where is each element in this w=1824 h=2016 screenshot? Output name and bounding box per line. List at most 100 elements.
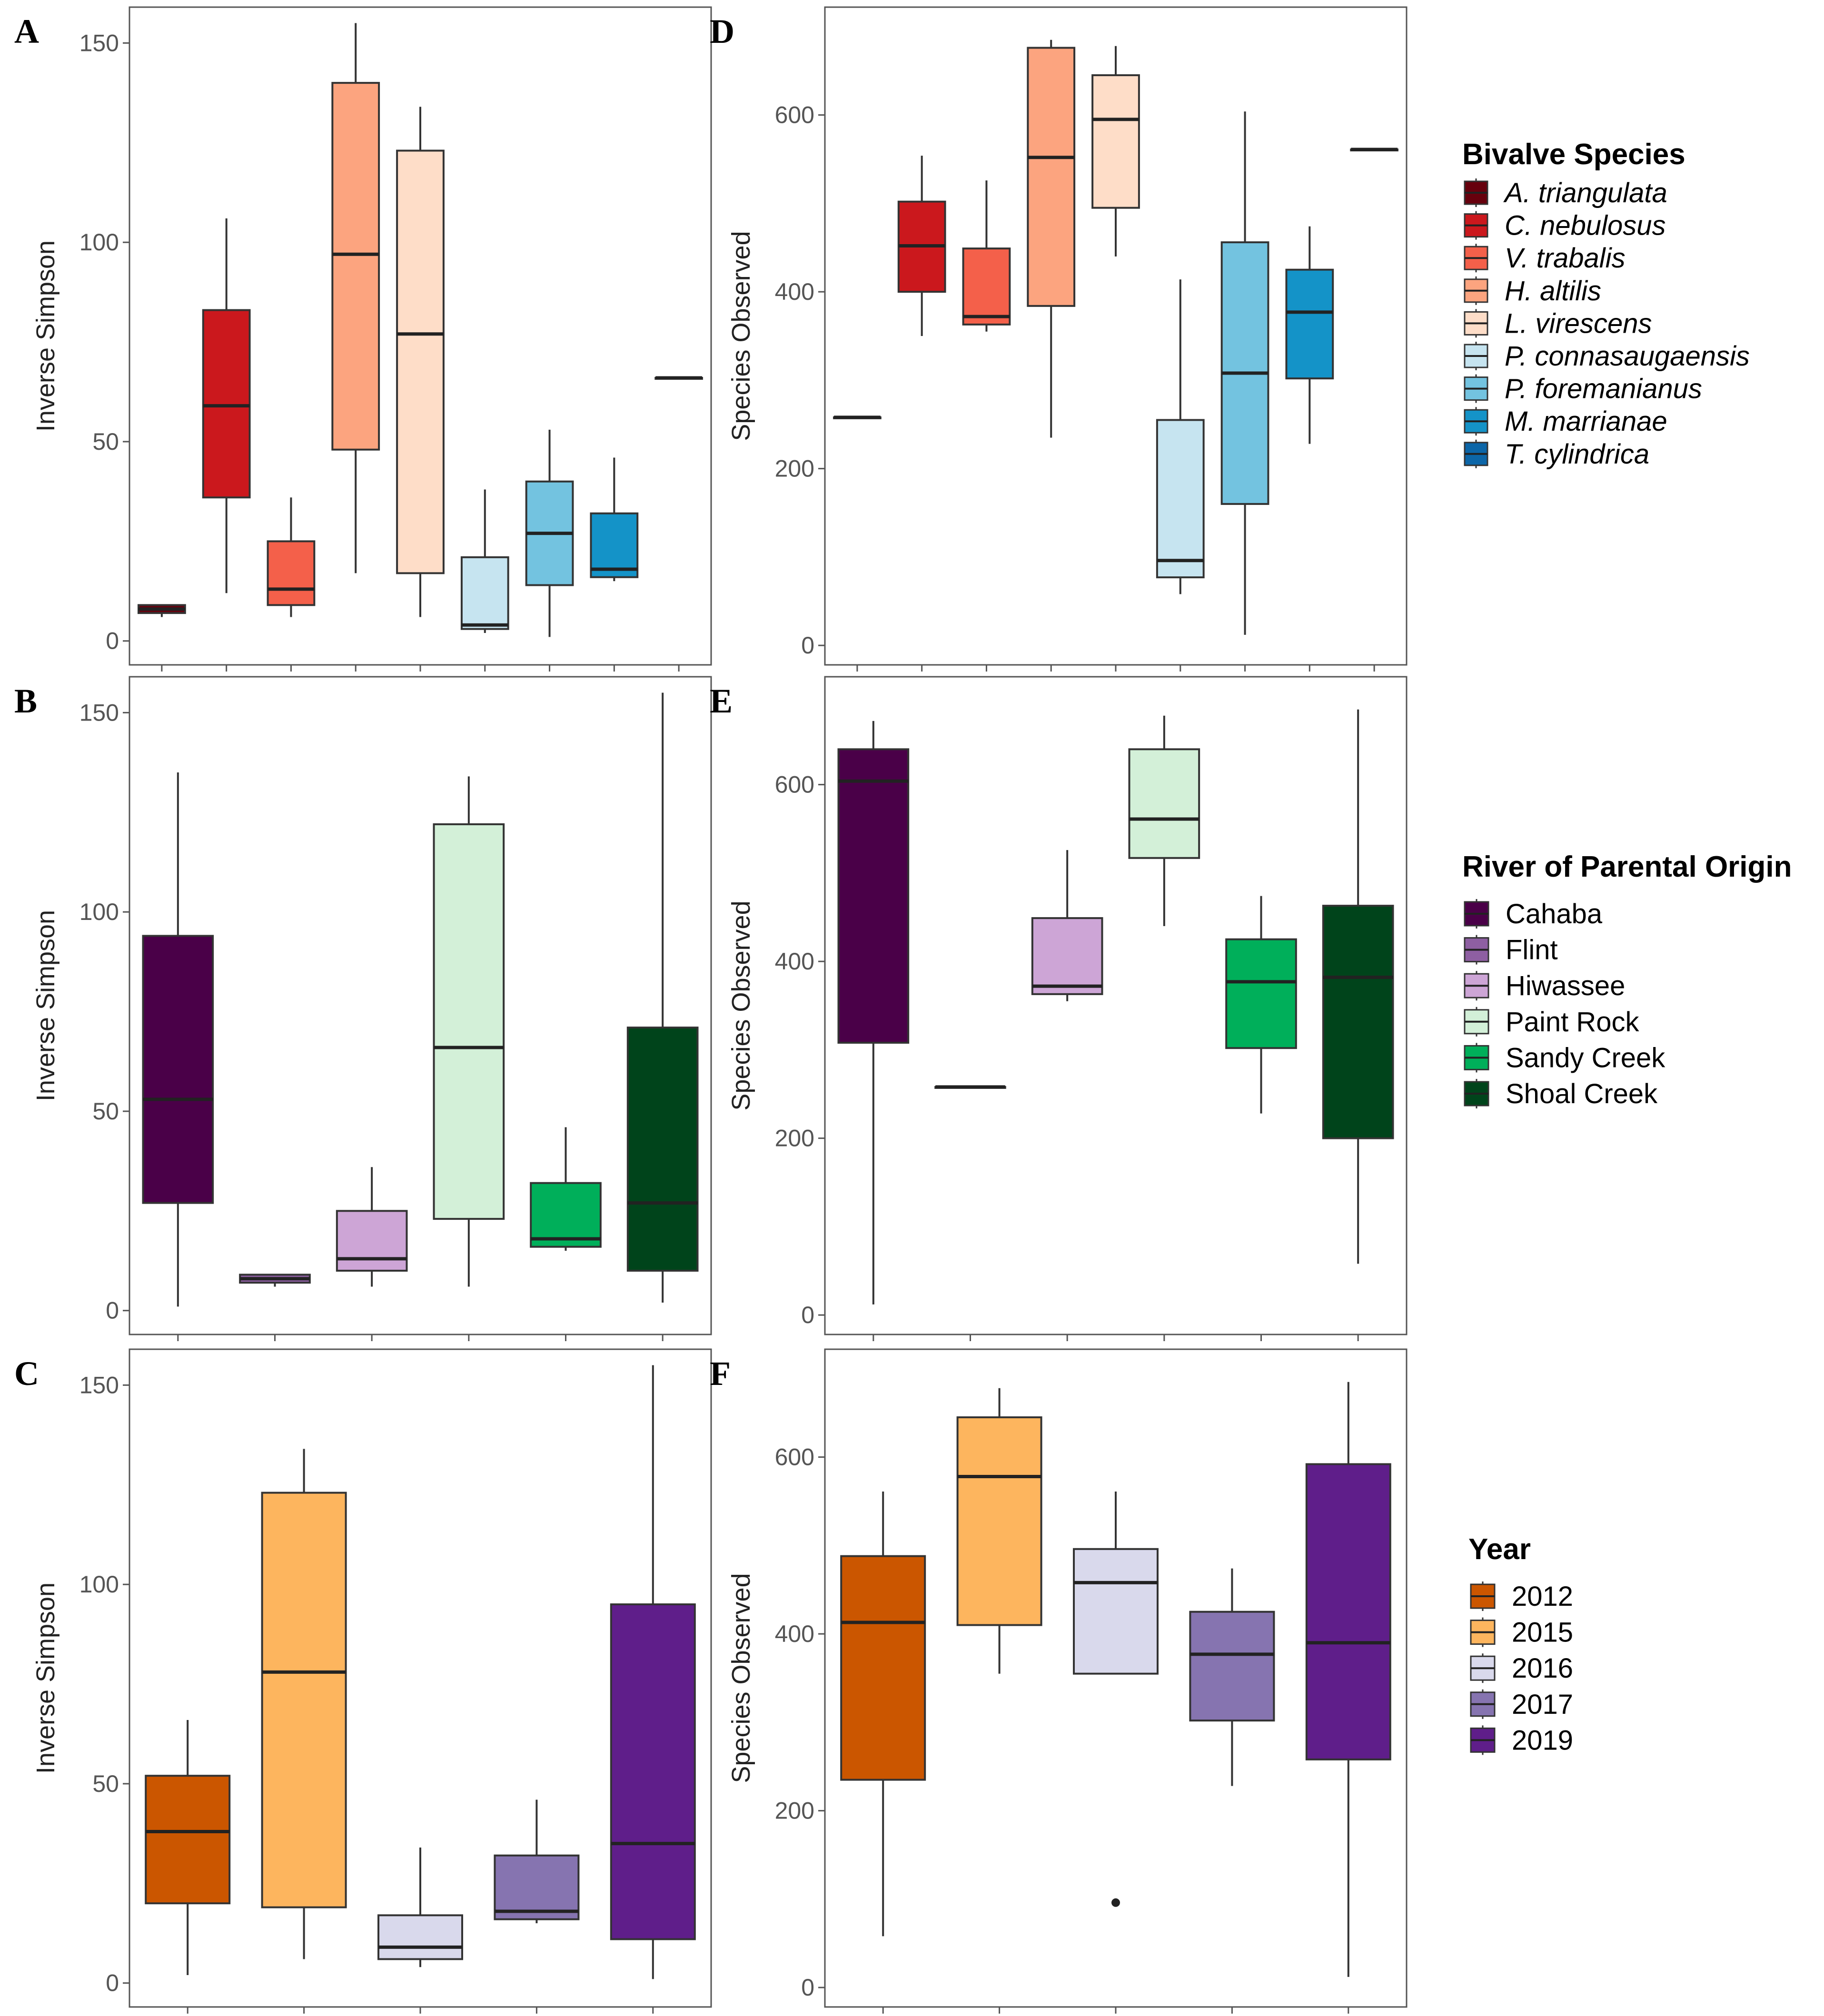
legend-river: River of Parental Origin Cahaba Flint Hiwas… [1462,850,1792,1109]
legend-title: Year [1468,1533,1531,1566]
legend-entry-shoal-creek: Shoal Creek [1464,1078,1658,1109]
box-body [956,1416,1042,1626]
legend-label: Hiwassee [1506,970,1625,1001]
box-p-foremanianus [1220,111,1269,672]
legend-label: 2019 [1512,1725,1573,1756]
panel-c: C 0 50 100 150 Inverse Simpson [14,1348,712,2014]
legend-label: Paint Rock [1506,1007,1639,1038]
legend-label: 2015 [1512,1617,1573,1648]
box-body [1073,1548,1159,1675]
legend-label: Sandy Creek [1506,1042,1665,1073]
legend-entry-2012: 2012 [1470,1581,1573,1612]
box-flint [239,1274,311,1341]
legend-label: A. triangulata [1503,178,1667,208]
box-body [1128,748,1200,859]
y-tick-label: 200 [775,1125,814,1152]
box-hiwassee [1031,850,1103,1341]
box-l-virescens [396,107,445,672]
box-cahaba [142,772,214,1341]
box-sandy-creek [1225,896,1297,1341]
box-2012 [145,1720,231,2014]
box-body [530,1182,602,1248]
box-body [1322,905,1394,1139]
legend-label: 2012 [1512,1581,1573,1612]
box-p-foremanianus [525,429,574,672]
box-2017 [494,1799,580,2014]
legend-label: P. foremanianus [1505,374,1702,405]
legend-label: 2016 [1512,1653,1573,1684]
legend-year: Year 2012 2015 2016 2017 2019 [1468,1533,1573,1756]
box-body [1285,268,1334,380]
legend-entry-paint-rock: Paint Rock [1464,1007,1639,1038]
legend-title: Bivalve Species [1462,138,1685,171]
box-body [433,823,505,1220]
y-tick-label: 150 [79,699,119,726]
box-paint-rock [433,776,505,1341]
box-body [1156,419,1205,579]
box-body [377,1914,463,1960]
y-tick-label: 200 [775,1798,814,1824]
y-tick-label: 400 [775,1621,814,1647]
box-v-trabalis [267,497,316,672]
box-a-triangulata [138,604,186,672]
legend-entry-p-foremanianus: P. foremanianus [1464,374,1702,405]
y-tick-label: 0 [106,628,119,654]
box-body [626,1027,699,1272]
legend-entry-2015: 2015 [1470,1617,1573,1648]
y-tick-label: 600 [775,771,814,798]
box-p-connasaugaensis [460,489,509,672]
box-2017 [1189,1568,1275,2014]
y-tick-label: 200 [775,455,814,482]
legend-label: P. connasaugaensis [1505,341,1750,372]
y-tick-label: 0 [106,1297,119,1324]
box-v-trabalis [962,180,1011,672]
y-tick-label: 50 [92,1770,119,1797]
legend-entry-c-nebulosus: C. nebulosus [1464,210,1666,241]
panel-letter: B [14,682,37,720]
y-tick-label: 100 [79,1571,119,1598]
box-2016 [377,1847,463,2014]
box-h-altilis [331,23,380,672]
panel-b: B 0 50 100 150 Inverse Simpson [14,676,712,1341]
box-hiwassee [336,1167,408,1341]
legend-title: River of Parental Origin [1462,850,1792,883]
legend-label: M. marrianae [1505,406,1667,437]
box-l-virescens [1091,46,1140,672]
legend-label: H. altilis [1505,276,1601,306]
y-tick-label: 600 [775,102,814,128]
y-axis-label: Species Observed [727,231,755,441]
legend-label: V. trabalis [1505,243,1626,274]
legend-entry-sandy-creek: Sandy Creek [1464,1042,1665,1073]
box-t-cylindrica [654,376,703,672]
legend-label: L. virescens [1505,308,1652,339]
box-body [840,1555,926,1781]
box-2012 [840,1492,926,2014]
legend-entry-2019: 2019 [1470,1725,1573,1756]
box-body [494,1854,580,1920]
box-body [962,247,1011,326]
box-2015 [261,1449,347,2014]
y-tick-label: 50 [92,428,119,455]
box-shoal-creek [1322,709,1394,1341]
box-body [331,82,380,451]
panel-a: A 0 50 100 150 Inverse Simpson [14,6,712,672]
box-2016 [1073,1492,1159,2014]
panel-e: E 0 200 400 600 Species Observed [710,676,1408,1341]
panel-letter: A [14,12,39,50]
legend-entry-v-trabalis: V. trabalis [1464,243,1626,274]
legend-label: T. cylindrica [1505,439,1649,470]
box-body [460,556,509,630]
box-body [1189,1611,1275,1722]
outlier-point [1111,1898,1120,1907]
legend-label: 2017 [1512,1689,1573,1720]
panel-letter: C [14,1354,39,1393]
box-paint-rock [1128,715,1200,1341]
box-a-triangulata [833,415,882,672]
box-h-altilis [1027,40,1076,672]
y-tick-label: 50 [92,1098,119,1125]
box-2019 [610,1365,696,2014]
legend-entry-cahaba: Cahaba [1464,899,1603,929]
legend-entry-2016: 2016 [1470,1653,1573,1684]
